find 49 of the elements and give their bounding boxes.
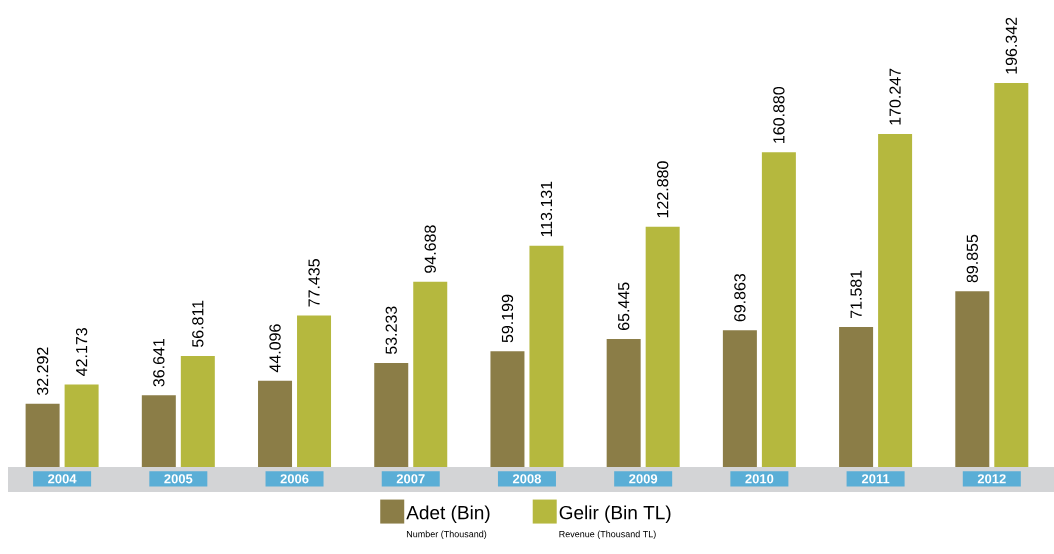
x-tick-label: 2006 (280, 474, 309, 484)
data-label: 65.445 (618, 282, 630, 330)
bar (490, 351, 525, 467)
data-label: 36.641 (153, 338, 165, 387)
x-tick-label: 2005 (164, 474, 193, 484)
x-tick-label: 2011 (861, 474, 890, 484)
bar (994, 82, 1029, 467)
x-tick-label: 2007 (396, 474, 425, 484)
data-label: 56.811 (192, 300, 204, 348)
bar (64, 384, 99, 467)
data-label: 160.880 (773, 86, 785, 143)
bar (955, 291, 990, 467)
data-label: 42.173 (75, 328, 88, 376)
data-label: 59.199 (501, 294, 514, 343)
x-tick-label: 2012 (977, 474, 1006, 484)
bar (297, 315, 332, 467)
bar (374, 362, 409, 467)
bar (722, 330, 757, 467)
bar (180, 355, 215, 467)
bar (25, 403, 60, 467)
bar (645, 226, 680, 467)
data-label: 53.233 (385, 306, 397, 355)
data-label: 94.688 (424, 225, 436, 273)
bar (606, 338, 641, 467)
x-tick-label: 2008 (512, 474, 542, 484)
data-label: 196.342 (1005, 17, 1017, 74)
bar (878, 133, 913, 467)
data-label: 71.581 (850, 270, 862, 318)
data-label: 32.292 (36, 347, 49, 396)
bar (258, 380, 293, 467)
data-label: 122.880 (657, 161, 669, 218)
x-tick-label: 2010 (745, 474, 774, 484)
legend-label: Gelir (Bin TL) (559, 505, 671, 524)
bar (839, 326, 874, 467)
data-label: 69.863 (734, 273, 746, 322)
bar (141, 395, 176, 467)
data-label: 113.131 (540, 181, 553, 237)
legend-label: Adet (Bin) (406, 505, 490, 524)
data-label: 44.096 (269, 324, 281, 373)
x-tick-label: 2009 (629, 474, 658, 484)
text: Number (Thousand) (406, 530, 487, 540)
data-label: 170.247 (889, 68, 901, 125)
bar (529, 245, 564, 467)
bar (761, 152, 796, 467)
text: Revenue (Thousand TL) (559, 530, 656, 540)
x-tick-label: 2004 (48, 474, 77, 484)
data-label: 89.855 (966, 234, 978, 283)
bar (413, 281, 448, 467)
data-label: 77.435 (308, 259, 320, 307)
